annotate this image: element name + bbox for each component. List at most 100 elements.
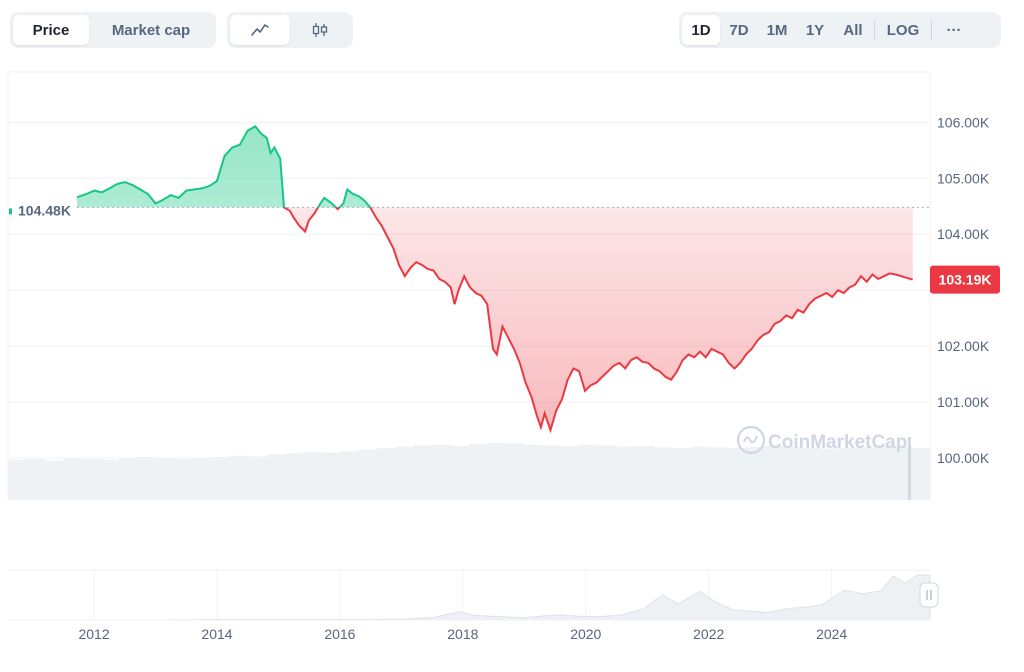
y-tick-label: 101.00K bbox=[937, 394, 990, 410]
volume-bar bbox=[745, 446, 765, 500]
volume-bar bbox=[819, 448, 839, 500]
navigator-year-label: 2014 bbox=[201, 626, 232, 642]
range-7d[interactable]: 7D bbox=[729, 21, 749, 39]
current-price-label: 103.19K bbox=[939, 272, 992, 288]
volume-bar bbox=[764, 446, 783, 500]
line-chart-button[interactable] bbox=[230, 15, 290, 45]
volume-bar bbox=[339, 451, 359, 500]
navigator-area-path bbox=[8, 574, 931, 621]
volume-bar bbox=[395, 446, 415, 500]
volume-bar bbox=[893, 446, 913, 500]
navigator-axis: 2012 2014 2016 2018 2020 2022 2024 bbox=[78, 626, 847, 642]
y-tick-label: 104.00K bbox=[937, 226, 990, 242]
volume-bar bbox=[579, 444, 599, 500]
volume-bar bbox=[284, 453, 304, 500]
navigator-year-label: 2022 bbox=[693, 626, 724, 642]
y-tick-label: 105.00K bbox=[937, 170, 990, 186]
watermark: CoinMarketCap bbox=[736, 425, 907, 455]
current-price-badge-bg bbox=[930, 265, 1000, 294]
navigator-handle[interactable] bbox=[919, 582, 939, 608]
candlestick-chart-button[interactable] bbox=[290, 15, 350, 45]
axes: 106.00K 105.00K 104.00K 102.00K 101.00K 100.0… bbox=[9, 114, 1000, 466]
volume-bar bbox=[26, 459, 46, 500]
volume-bar bbox=[229, 455, 249, 500]
navigator-year-label: 2012 bbox=[78, 626, 109, 642]
volume-bar bbox=[542, 445, 562, 500]
volume-bar bbox=[469, 444, 488, 500]
price-marketcap-toggle: Price Market cap bbox=[10, 12, 216, 48]
volume-bar bbox=[837, 448, 857, 500]
baseline-label: 104.48K bbox=[18, 202, 71, 218]
volume-bar bbox=[303, 451, 322, 500]
volume-bar bbox=[616, 446, 636, 500]
volume-bar bbox=[450, 446, 470, 500]
volume-bar bbox=[210, 457, 230, 500]
volume-bar bbox=[155, 458, 175, 500]
price-line-up bbox=[76, 125, 372, 208]
volume-bar bbox=[874, 446, 894, 500]
volume-bar bbox=[800, 448, 820, 500]
area-fill-above-baseline bbox=[77, 126, 913, 208]
range-1m[interactable]: 1M bbox=[766, 21, 788, 39]
volume-bar bbox=[247, 456, 267, 500]
y-tick-label: 102.00K bbox=[937, 338, 990, 354]
navigator-area bbox=[8, 569, 931, 621]
volume-bar bbox=[100, 459, 120, 500]
logo-mark bbox=[743, 435, 758, 444]
candlestick-icon bbox=[312, 23, 328, 37]
range-all[interactable]: All bbox=[843, 21, 863, 39]
volume-bar bbox=[671, 448, 691, 500]
volume-bar bbox=[708, 447, 728, 500]
volume-bar bbox=[690, 446, 710, 500]
volume-bar bbox=[782, 446, 802, 500]
navigator-year-label: 2024 bbox=[816, 626, 847, 642]
current-price-badge: 103.19K bbox=[930, 265, 1000, 294]
volume-bar bbox=[856, 447, 876, 500]
volume-bar bbox=[192, 457, 212, 500]
more-options-button[interactable]: ··· bbox=[946, 21, 962, 39]
volume-bar bbox=[505, 443, 525, 500]
chart-style-toggle bbox=[227, 12, 353, 48]
navigator-chart[interactable]: 2012 2014 2016 2018 2020 2022 2024 bbox=[0, 560, 1024, 660]
volume-bar bbox=[598, 445, 618, 500]
time-range-toggle: 1D 7D 1M 1Y All LOG ··· bbox=[679, 12, 1001, 48]
volume-bar bbox=[173, 459, 193, 500]
volume-bar bbox=[561, 446, 581, 500]
navigator-year-label: 2016 bbox=[324, 626, 355, 642]
divider bbox=[874, 20, 875, 40]
volume-bar bbox=[137, 457, 157, 500]
volume-bar bbox=[81, 459, 101, 500]
coinmarketcap-logo-icon bbox=[736, 425, 766, 455]
market-cap-tab[interactable]: Market cap bbox=[111, 21, 191, 39]
line-chart-icon bbox=[251, 24, 269, 36]
y-tick-label: 106.00K bbox=[937, 114, 990, 130]
navigator-year-label: 2018 bbox=[447, 626, 478, 642]
price-area bbox=[76, 125, 930, 434]
volume-bar bbox=[266, 454, 286, 500]
volume-bar-latest bbox=[908, 437, 911, 500]
price-chart[interactable]: CoinMarketCap 106.00K 105.00K 104.00K 102.0… bbox=[0, 60, 1024, 540]
volume-bar bbox=[63, 458, 83, 500]
navigator-year-label: 2020 bbox=[570, 626, 601, 642]
divider bbox=[931, 20, 932, 40]
volume-bar bbox=[44, 460, 64, 500]
volume-bar bbox=[321, 452, 341, 500]
volume-bar bbox=[358, 449, 378, 500]
volume-bar bbox=[118, 457, 138, 500]
price-tab[interactable]: Price bbox=[13, 15, 89, 45]
volume-bar bbox=[487, 442, 507, 500]
range-1d[interactable]: 1D bbox=[682, 15, 720, 45]
volume-bar bbox=[524, 444, 544, 500]
volume-bar bbox=[727, 448, 747, 500]
volume-bar bbox=[634, 446, 654, 500]
log-scale-button[interactable]: LOG bbox=[886, 21, 920, 39]
volume-bar bbox=[653, 447, 673, 500]
range-1y[interactable]: 1Y bbox=[805, 21, 825, 39]
volume-bar bbox=[376, 448, 396, 500]
watermark-text: CoinMarketCap bbox=[768, 432, 907, 453]
baseline-marker bbox=[9, 208, 12, 215]
volume-bar bbox=[432, 444, 452, 500]
volume-bars bbox=[8, 437, 931, 500]
area-fill-below-baseline bbox=[283, 207, 913, 431]
y-tick-label: 100.00K bbox=[937, 450, 990, 466]
